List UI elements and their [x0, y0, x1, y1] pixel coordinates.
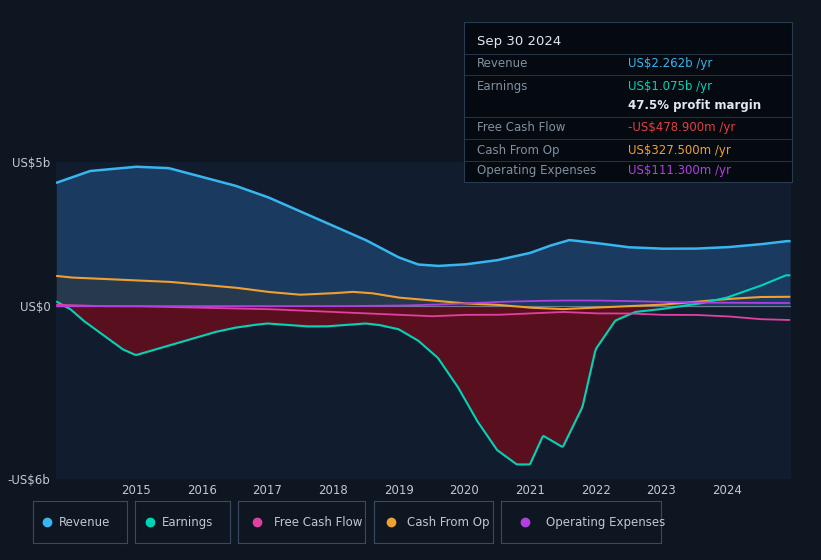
- Text: Operating Expenses: Operating Expenses: [477, 164, 596, 178]
- Text: -US$478.900m /yr: -US$478.900m /yr: [628, 121, 736, 134]
- Text: 47.5% profit margin: 47.5% profit margin: [628, 99, 761, 112]
- Text: Revenue: Revenue: [59, 516, 111, 529]
- Text: Free Cash Flow: Free Cash Flow: [477, 121, 566, 134]
- Text: Cash From Op: Cash From Op: [407, 516, 489, 529]
- Text: Earnings: Earnings: [477, 80, 529, 93]
- Text: Cash From Op: Cash From Op: [477, 143, 559, 157]
- Text: US$2.262b /yr: US$2.262b /yr: [628, 57, 713, 71]
- Text: US$1.075b /yr: US$1.075b /yr: [628, 80, 712, 93]
- Text: Operating Expenses: Operating Expenses: [546, 516, 665, 529]
- Text: Revenue: Revenue: [477, 57, 529, 71]
- Text: Free Cash Flow: Free Cash Flow: [273, 516, 362, 529]
- Text: US$327.500m /yr: US$327.500m /yr: [628, 143, 731, 157]
- Text: Sep 30 2024: Sep 30 2024: [477, 35, 562, 48]
- Text: US$111.300m /yr: US$111.300m /yr: [628, 164, 731, 178]
- Text: Earnings: Earnings: [162, 516, 213, 529]
